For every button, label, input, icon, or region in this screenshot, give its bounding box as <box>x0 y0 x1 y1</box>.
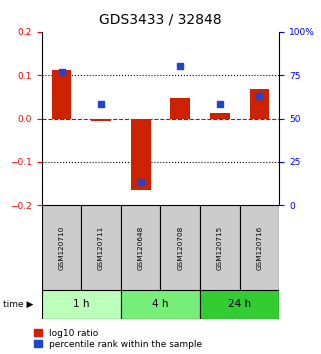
FancyBboxPatch shape <box>81 205 121 290</box>
Bar <box>91 119 111 121</box>
Bar <box>52 70 71 119</box>
FancyBboxPatch shape <box>200 205 240 290</box>
Text: GDS3433 / 32848: GDS3433 / 32848 <box>99 12 222 27</box>
FancyBboxPatch shape <box>121 205 160 290</box>
Bar <box>170 98 190 119</box>
FancyBboxPatch shape <box>121 290 200 319</box>
Text: GSM120715: GSM120715 <box>217 226 223 270</box>
Text: GSM120648: GSM120648 <box>138 226 144 270</box>
FancyBboxPatch shape <box>200 290 279 319</box>
Legend: log10 ratio, percentile rank within the sample: log10 ratio, percentile rank within the … <box>33 328 203 349</box>
FancyBboxPatch shape <box>42 290 121 319</box>
Text: 24 h: 24 h <box>228 299 251 309</box>
Text: 1 h: 1 h <box>73 299 90 309</box>
FancyBboxPatch shape <box>160 205 200 290</box>
Text: time ▶: time ▶ <box>3 300 34 309</box>
FancyBboxPatch shape <box>42 205 81 290</box>
Text: 4 h: 4 h <box>152 299 169 309</box>
FancyBboxPatch shape <box>240 205 279 290</box>
Text: GSM120710: GSM120710 <box>58 226 65 270</box>
Bar <box>210 113 230 119</box>
Text: GSM120716: GSM120716 <box>256 226 263 270</box>
Text: GSM120708: GSM120708 <box>177 226 183 270</box>
Bar <box>249 89 269 119</box>
Bar <box>131 119 151 190</box>
Text: GSM120711: GSM120711 <box>98 226 104 270</box>
